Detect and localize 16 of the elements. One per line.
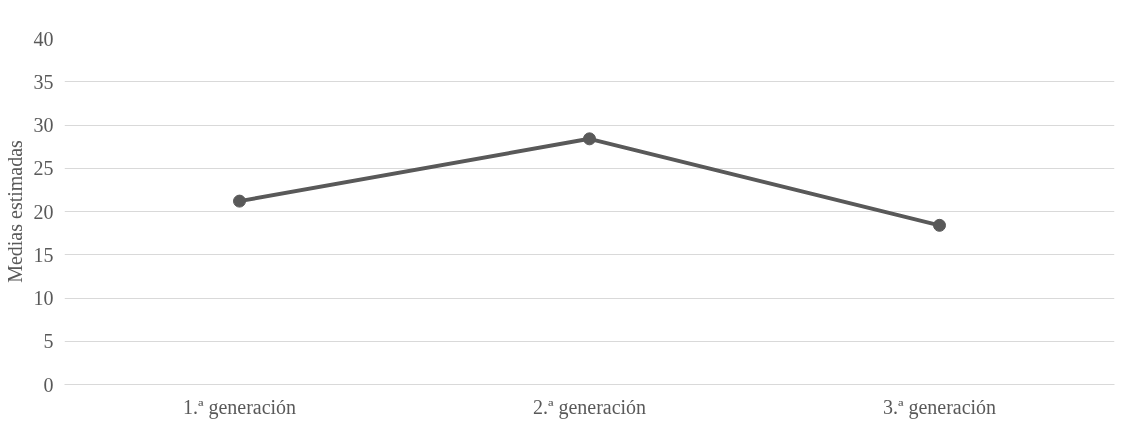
point [233, 194, 246, 208]
point [933, 218, 946, 232]
point [583, 132, 596, 146]
x-tick-label: 2.ª generación [532, 395, 647, 419]
y-tick-label: 40 [33, 27, 54, 50]
y-tick-label: 10 [33, 287, 54, 309]
y-tick-label: 15 [33, 243, 54, 266]
x-tick-label: 1.ª generación [182, 395, 297, 419]
y-tick-label: 35 [33, 70, 54, 93]
y-axis-title: Medias estimadas [3, 139, 26, 283]
y-tick-label: 5 [43, 330, 54, 353]
y-tick-label: 30 [33, 114, 54, 136]
y-tick-label: 20 [33, 200, 54, 223]
x-tick-label: 3.ª generación [882, 395, 997, 419]
y-tick-label: 0 [43, 373, 54, 396]
y-tick-label: 25 [33, 157, 54, 180]
